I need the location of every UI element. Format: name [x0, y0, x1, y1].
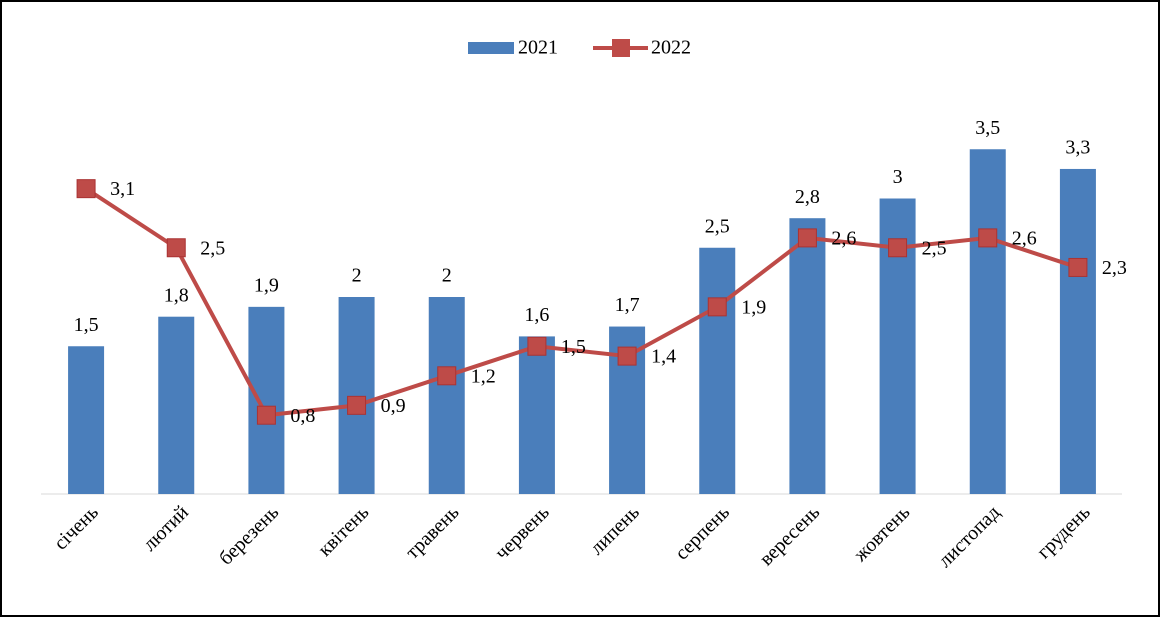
line-value-label: 1,9 [741, 296, 766, 318]
line-value-label: 2,6 [1012, 227, 1037, 249]
bar-value-label: 1,5 [74, 314, 99, 336]
line-marker [618, 347, 636, 365]
line-value-label: 1,5 [561, 336, 586, 358]
line-marker [167, 239, 185, 257]
bar-value-label: 3 [893, 166, 903, 188]
bar-value-label: 1,7 [615, 294, 640, 316]
bar-value-label: 1,6 [524, 304, 549, 326]
line-marker [798, 229, 816, 247]
legend-swatch [468, 42, 514, 54]
bar [339, 297, 375, 494]
bar-value-label: 1,8 [164, 284, 189, 306]
chart: січеньлютийберезеньквітеньтравеньчервень… [0, 0, 1160, 617]
line-value-label: 1,4 [651, 346, 676, 368]
bar [1060, 169, 1096, 494]
page: {"chart_data": {"type": "bar", "categori… [0, 0, 1160, 617]
line-marker [438, 367, 456, 385]
legend-label: 2021 [518, 37, 558, 59]
line-value-label: 0,9 [381, 395, 406, 417]
line-value-label: 1,2 [471, 365, 496, 387]
line-marker [528, 337, 546, 355]
bar-value-label: 2,8 [795, 186, 820, 208]
line-marker [1069, 258, 1087, 276]
bar-value-label: 3,5 [975, 117, 1000, 139]
line-marker [77, 180, 95, 198]
bar [248, 307, 284, 494]
bar [158, 317, 194, 494]
line-marker [708, 298, 726, 316]
line-value-label: 2,6 [831, 227, 856, 249]
line-marker [889, 239, 907, 257]
legend-swatch-marker [612, 39, 630, 57]
bar [68, 346, 104, 494]
line-value-label: 0,8 [290, 405, 315, 427]
line-value-label: 2,5 [200, 237, 225, 259]
line-marker [257, 406, 275, 424]
bar [699, 248, 735, 494]
bar-value-label: 3,3 [1065, 137, 1090, 159]
bar-value-label: 2,5 [705, 215, 730, 237]
line-marker [979, 229, 997, 247]
bar-value-label: 1,9 [254, 274, 279, 296]
bar-value-label: 2 [352, 265, 362, 287]
line-value-label: 2,5 [922, 237, 947, 259]
bar [789, 218, 825, 494]
bar [519, 336, 555, 494]
line-marker [348, 396, 366, 414]
legend-label: 2022 [651, 37, 691, 59]
line-value-label: 3,1 [110, 178, 135, 200]
line-value-label: 2,3 [1102, 257, 1127, 279]
bar-value-label: 2 [442, 265, 452, 287]
bar [970, 149, 1006, 494]
bar [429, 297, 465, 494]
